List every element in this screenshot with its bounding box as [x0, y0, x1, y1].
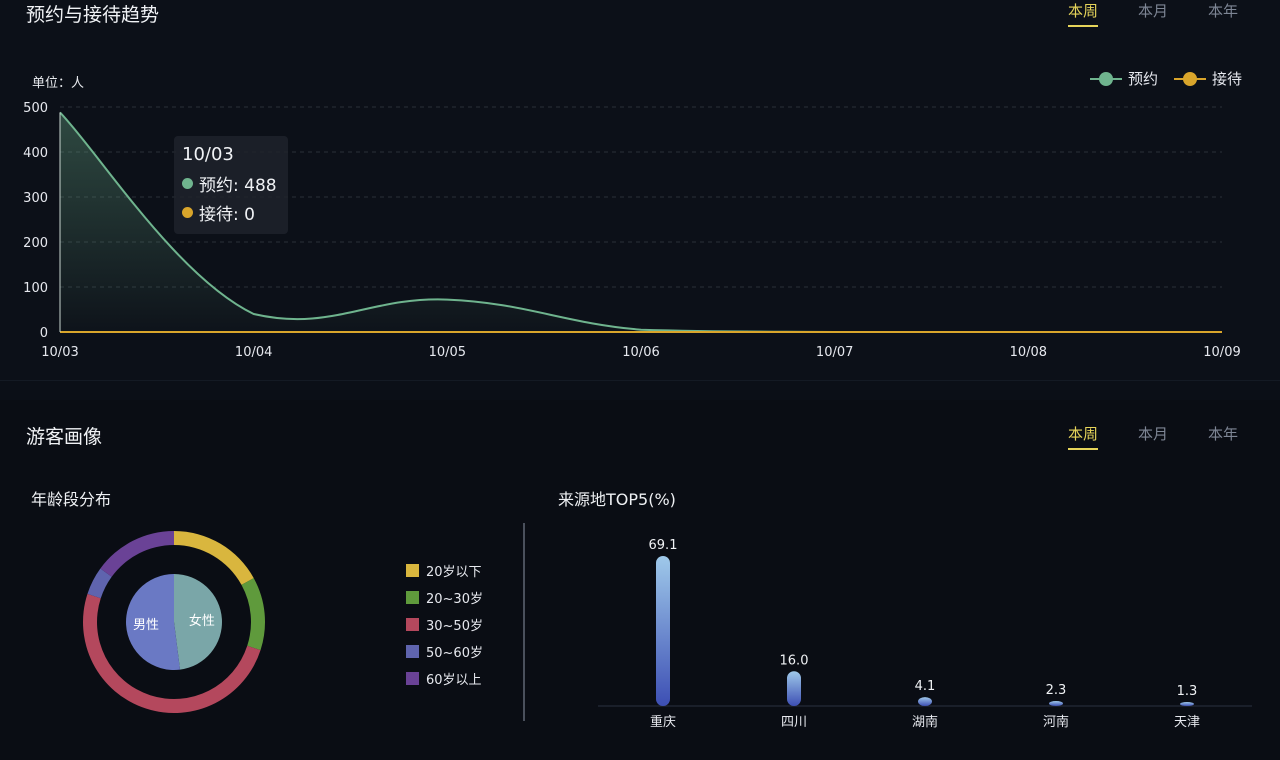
- tooltip-dot-reservation: [182, 178, 193, 189]
- trend-title: 预约与接待趋势: [26, 4, 160, 26]
- inner-slice-1[interactable]: [126, 574, 181, 670]
- age-legend-label: 20~30岁: [426, 592, 483, 607]
- bar-value-label: 4.1: [915, 679, 936, 694]
- age-legend-item[interactable]: 20岁以下: [406, 557, 483, 584]
- age-legend: 20岁以下 20~30岁 30~50岁 50~60岁 60岁以上: [406, 557, 483, 692]
- age-legend-item[interactable]: 30~50岁: [406, 611, 483, 638]
- bar-1[interactable]: [787, 671, 801, 706]
- x-tick-label: 10/06: [622, 345, 659, 360]
- tab-month-portrait[interactable]: 本月: [1137, 425, 1168, 443]
- tab-week-portrait[interactable]: 本周: [1067, 423, 1098, 450]
- age-legend-swatch: [406, 618, 419, 631]
- x-tick-label: 10/03: [41, 345, 78, 360]
- age-legend-label: 50~60岁: [426, 646, 483, 661]
- tab-month[interactable]: 本月: [1137, 2, 1168, 20]
- tab-year[interactable]: 本年: [1207, 2, 1238, 20]
- trend-tabs: 本周 本月 本年: [1067, 0, 1238, 27]
- y-tick-label: 500: [23, 101, 48, 116]
- portrait-tabs: 本周 本月 本年: [1067, 423, 1238, 450]
- age-legend-swatch: [406, 672, 419, 685]
- age-legend-swatch: [406, 564, 419, 577]
- tab-year-portrait[interactable]: 本年: [1207, 425, 1238, 443]
- age-donut-chart: 女性 男性: [82, 531, 265, 713]
- age-legend-label: 60岁以上: [426, 673, 482, 688]
- x-tick-label: 10/04: [235, 345, 272, 360]
- y-tick-label: 100: [23, 281, 48, 296]
- tooltip-row-reservation: 预约: 488: [182, 171, 288, 196]
- outer-slice-4[interactable]: [100, 531, 174, 577]
- chart-tooltip: 10/03 预约: 488 接待: 0: [174, 136, 288, 234]
- tooltip-row-reception: 接待: 0: [182, 200, 288, 225]
- bar-category-label: 河南: [1043, 714, 1069, 730]
- bar-category-label: 四川: [781, 715, 807, 730]
- tooltip-title: 10/03: [182, 144, 234, 165]
- series-area-0: [60, 112, 1222, 333]
- bar-3[interactable]: [1049, 701, 1063, 706]
- x-tick-label: 10/07: [816, 345, 853, 360]
- outer-slice-0[interactable]: [174, 531, 254, 585]
- section-divider: [523, 523, 525, 721]
- trend-legend: 预约 接待: [1089, 68, 1242, 89]
- y-tick-label: 300: [23, 191, 48, 206]
- inner-slice-label: 男性: [133, 618, 159, 633]
- age-title: 年龄段分布: [31, 490, 112, 509]
- outer-slice-3[interactable]: [87, 568, 112, 599]
- bar-2[interactable]: [918, 697, 932, 706]
- inner-slice-0[interactable]: [174, 574, 223, 670]
- legend-marker-reception: [1173, 71, 1206, 86]
- bar-value-label: 2.3: [1046, 683, 1067, 698]
- legend-marker-reservation: [1089, 71, 1122, 86]
- y-tick-label: 0: [40, 326, 48, 341]
- outer-slice-1[interactable]: [241, 578, 265, 651]
- bar-category-label: 天津: [1174, 715, 1200, 730]
- bar-category-label: 湖南: [912, 714, 938, 730]
- bar-0[interactable]: [656, 555, 670, 706]
- age-legend-item[interactable]: 20~30岁: [406, 584, 483, 611]
- legend-label-reservation: 预约: [1127, 70, 1158, 88]
- portrait-title: 游客画像: [26, 426, 103, 448]
- age-legend-label: 30~50岁: [426, 619, 483, 634]
- x-tick-label: 10/05: [429, 345, 466, 360]
- x-tick-label: 10/09: [1203, 345, 1240, 360]
- tab-week[interactable]: 本周: [1067, 0, 1098, 27]
- origin-title: 来源地TOP5(%): [558, 490, 676, 509]
- age-legend-item[interactable]: 60岁以上: [406, 665, 483, 692]
- legend-item-reception[interactable]: 接待: [1173, 68, 1242, 89]
- x-tick-label: 10/08: [1010, 345, 1047, 360]
- tooltip-dot-reception: [182, 207, 193, 218]
- bar-4[interactable]: [1180, 702, 1194, 706]
- age-legend-label: 20岁以下: [426, 565, 482, 580]
- legend-label-reception: 接待: [1211, 70, 1242, 88]
- age-legend-swatch: [406, 591, 419, 604]
- age-legend-item[interactable]: 50~60岁: [406, 638, 483, 665]
- legend-item-reservation[interactable]: 预约: [1089, 68, 1158, 89]
- tooltip-value-reservation: 预约: 488: [199, 176, 277, 196]
- tooltip-value-reception: 接待: 0: [199, 205, 255, 225]
- bar-value-label: 1.3: [1177, 684, 1198, 699]
- bar-value-label: 16.0: [780, 653, 809, 668]
- origin-bar-chart: 69.1 重庆 16.0 四川 4.1 湖南 2.3 河南 1.3 天津: [598, 538, 1252, 730]
- bar-category-label: 重庆: [650, 714, 676, 730]
- unit-label: 单位：人: [32, 76, 85, 91]
- bar-value-label: 69.1: [649, 538, 678, 553]
- inner-slice-label: 女性: [189, 613, 215, 629]
- y-tick-label: 400: [23, 146, 48, 161]
- age-legend-swatch: [406, 645, 419, 658]
- y-tick-label: 200: [23, 236, 48, 251]
